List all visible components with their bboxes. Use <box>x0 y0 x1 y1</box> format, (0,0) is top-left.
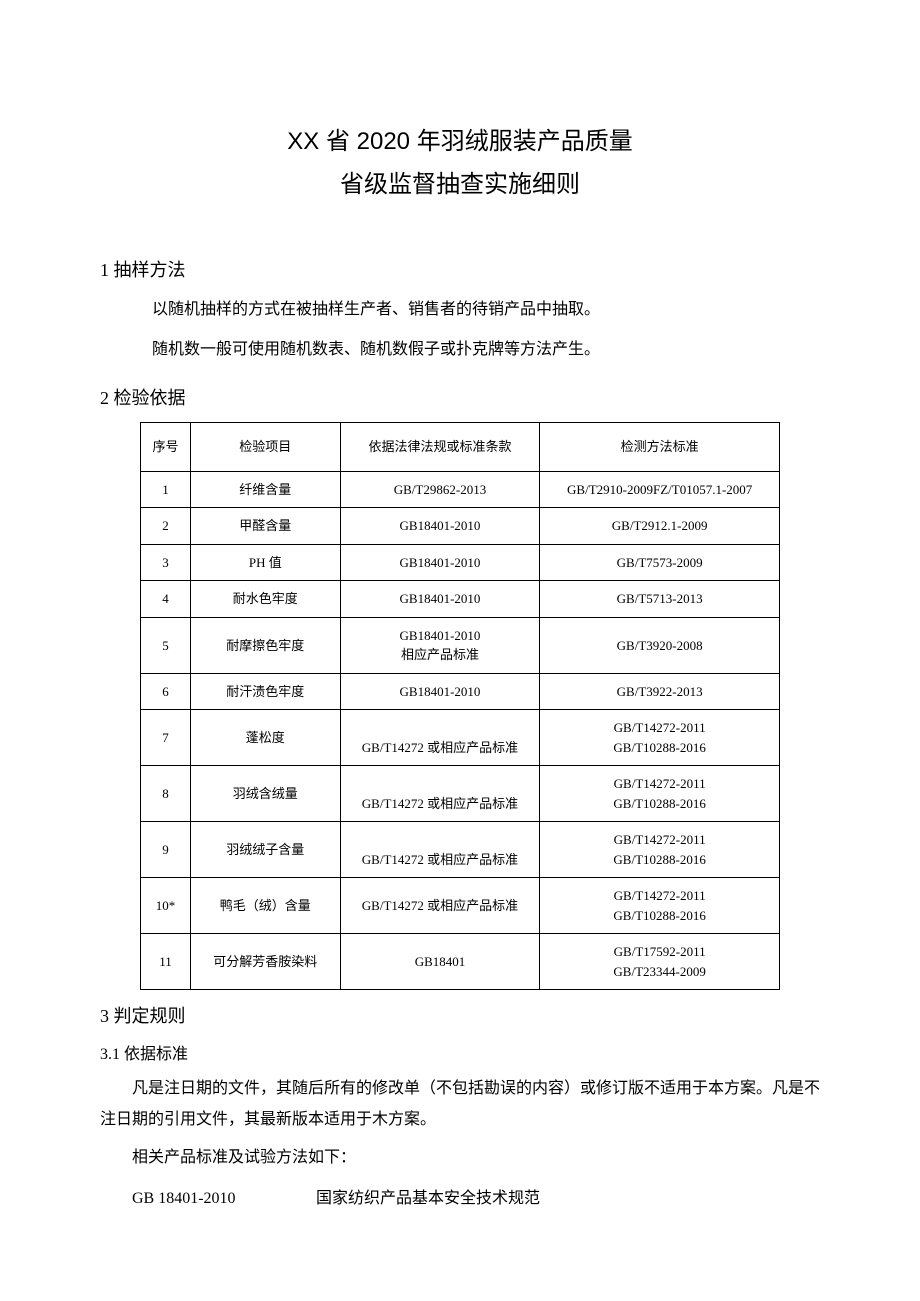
table-header-basis: 依据法律法规或标准条款 <box>340 423 540 472</box>
cell-method: GB/T2912.1-2009 <box>540 508 780 545</box>
cell-basis: GB18401-2010 <box>340 544 540 581</box>
document-title-block: XX 省 2020 年羽绒服装产品质量 省级监督抽查实施细则 <box>100 120 820 206</box>
cell-seq: 4 <box>141 581 191 618</box>
table-row: 4耐水色牢度GB18401-2010GB/T5713-2013 <box>141 581 780 618</box>
table-row: 9羽绒绒子含量GB/T14272 或相应产品标准GB/T14272-2011GB… <box>141 822 780 878</box>
cell-basis: GB/T14272 或相应产品标准 <box>340 822 540 878</box>
section2-heading: 2 检验依据 <box>100 384 820 410</box>
cell-basis: GB18401-2010 <box>340 673 540 710</box>
cell-method: GB/T3922-2013 <box>540 673 780 710</box>
cell-basis: GB/T14272 或相应产品标准 <box>340 710 540 766</box>
table-row: 1纤维含量GB/T29862-2013GB/T2910-2009FZ/T0105… <box>141 471 780 508</box>
cell-item: 鸭毛（绒）含量 <box>190 878 340 934</box>
cell-method: GB/T14272-2011GB/T10288-2016 <box>540 878 780 934</box>
cell-item: 羽绒含绒量 <box>190 766 340 822</box>
section1-paragraph-1: 以随机抽样的方式在被抽样生产者、销售者的待销产品中抽取。 <box>120 294 820 326</box>
table-header-item: 检验项目 <box>190 423 340 472</box>
cell-item: 甲醛含量 <box>190 508 340 545</box>
cell-item: 耐汗渍色牢度 <box>190 673 340 710</box>
table-row: 5耐摩擦色牢度GB18401-2010相应产品标准GB/T3920-2008 <box>141 617 780 673</box>
section3-paragraph-1: 凡是注日期的文件，其随后所有的修改单（不包括勘误的内容）或修订版不适用于本方案。… <box>100 1074 820 1135</box>
standard-name: 国家纺织产品基本安全技术规范 <box>316 1190 540 1207</box>
table-header-seq: 序号 <box>141 423 191 472</box>
cell-item: 可分解芳香胺染料 <box>190 934 340 990</box>
cell-seq: 10* <box>141 878 191 934</box>
table-row: 11可分解芳香胺染料GB18401GB/T17592-2011GB/T23344… <box>141 934 780 990</box>
section3-heading: 3 判定规则 <box>100 1002 820 1028</box>
section3-paragraph-2: 相关产品标准及试验方法如下： <box>100 1143 820 1173</box>
cell-basis: GB18401-2010 <box>340 581 540 618</box>
cell-method: GB/T3920-2008 <box>540 617 780 673</box>
cell-item: PH 值 <box>190 544 340 581</box>
cell-seq: 9 <box>141 822 191 878</box>
cell-basis: GB18401-2010 <box>340 508 540 545</box>
section3-sub1-heading: 3.1 依据标准 <box>100 1040 820 1064</box>
cell-seq: 6 <box>141 673 191 710</box>
standard-reference-line: GB 18401-2010 国家纺织产品基本安全技术规范 <box>132 1184 820 1214</box>
cell-method: GB/T2910-2009FZ/T01057.1-2007 <box>540 471 780 508</box>
cell-item: 纤维含量 <box>190 471 340 508</box>
cell-item: 耐摩擦色牢度 <box>190 617 340 673</box>
table-row: 7蓬松度GB/T14272 或相应产品标准GB/T14272-2011GB/T1… <box>141 710 780 766</box>
cell-seq: 11 <box>141 934 191 990</box>
table-row: 3PH 值GB18401-2010GB/T7573-2009 <box>141 544 780 581</box>
cell-method: GB/T14272-2011GB/T10288-2016 <box>540 766 780 822</box>
table-row: 8羽绒含绒量GB/T14272 或相应产品标准GB/T14272-2011GB/… <box>141 766 780 822</box>
cell-basis: GB/T29862-2013 <box>340 471 540 508</box>
section1-paragraph-2: 随机数一般可使用随机数表、随机数假子或扑克牌等方法产生。 <box>120 334 820 366</box>
table-header-method: 检测方法标准 <box>540 423 780 472</box>
cell-method: GB/T14272-2011GB/T10288-2016 <box>540 822 780 878</box>
cell-basis: GB18401-2010相应产品标准 <box>340 617 540 673</box>
section-inspection-basis: 2 检验依据 序号 检验项目 依据法律法规或标准条款 检测方法标准 1纤维含量G… <box>100 384 820 990</box>
table-row: 6耐汗渍色牢度GB18401-2010GB/T3922-2013 <box>141 673 780 710</box>
cell-method: GB/T14272-2011GB/T10288-2016 <box>540 710 780 766</box>
section1-heading: 1 抽样方法 <box>100 256 820 282</box>
cell-method: GB/T17592-2011GB/T23344-2009 <box>540 934 780 990</box>
table-header-row: 序号 检验项目 依据法律法规或标准条款 检测方法标准 <box>141 423 780 472</box>
cell-seq: 2 <box>141 508 191 545</box>
cell-basis: GB/T14272 或相应产品标准 <box>340 878 540 934</box>
standard-code: GB 18401-2010 <box>132 1184 312 1214</box>
inspection-table: 序号 检验项目 依据法律法规或标准条款 检测方法标准 1纤维含量GB/T2986… <box>140 422 780 990</box>
cell-basis: GB18401 <box>340 934 540 990</box>
cell-item: 羽绒绒子含量 <box>190 822 340 878</box>
cell-seq: 7 <box>141 710 191 766</box>
cell-item: 蓬松度 <box>190 710 340 766</box>
table-row: 2甲醛含量GB18401-2010GB/T2912.1-2009 <box>141 508 780 545</box>
cell-seq: 1 <box>141 471 191 508</box>
cell-item: 耐水色牢度 <box>190 581 340 618</box>
cell-seq: 3 <box>141 544 191 581</box>
section-sampling-method: 1 抽样方法 以随机抽样的方式在被抽样生产者、销售者的待销产品中抽取。 随机数一… <box>100 256 820 366</box>
cell-seq: 5 <box>141 617 191 673</box>
cell-method: GB/T5713-2013 <box>540 581 780 618</box>
section-judgment-rules: 3 判定规则 3.1 依据标准 凡是注日期的文件，其随后所有的修改单（不包括勘误… <box>100 1002 820 1214</box>
cell-basis: GB/T14272 或相应产品标准 <box>340 766 540 822</box>
table-row: 10*鸭毛（绒）含量GB/T14272 或相应产品标准GB/T14272-201… <box>141 878 780 934</box>
title-line-2: 省级监督抽查实施细则 <box>100 163 820 206</box>
table-body: 1纤维含量GB/T29862-2013GB/T2910-2009FZ/T0105… <box>141 471 780 990</box>
cell-seq: 8 <box>141 766 191 822</box>
cell-method: GB/T7573-2009 <box>540 544 780 581</box>
title-line-1: XX 省 2020 年羽绒服装产品质量 <box>100 120 820 163</box>
